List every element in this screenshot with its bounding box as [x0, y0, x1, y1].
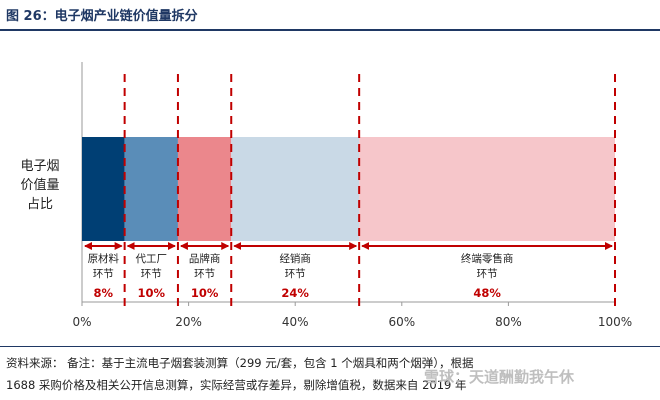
x-tick-label: 20% — [175, 315, 202, 329]
value-label-1: 8% — [94, 286, 114, 300]
value-label-3: 10% — [191, 286, 219, 300]
segment-label-2: 环节 — [141, 268, 162, 280]
figure-title: 图 26：电子烟产业链价值量拆分 — [6, 9, 198, 24]
bar-segment-2 — [124, 137, 178, 241]
segment-label-5: 环节 — [477, 268, 498, 280]
watermark-text: 雪球：天道酬勤我午休 — [424, 368, 575, 386]
x-tick-label: 60% — [388, 315, 415, 329]
segment-label-1: 环节 — [93, 268, 114, 280]
source-line-1: 资料来源： 备注：基于主流电子烟套装测算（299 元/套，包含 1 个烟具和两个… — [6, 356, 474, 370]
segment-label-3: 环节 — [194, 268, 215, 280]
x-tick-label: 0% — [72, 315, 91, 329]
x-tick-label: 80% — [495, 315, 522, 329]
title-rule — [0, 29, 660, 31]
bar-segment-4 — [231, 137, 360, 241]
segment-label-4: 环节 — [285, 268, 306, 280]
source-line-2: 1688 采购价格及相关公开信息测算，实际经营或存差异，剔除增值税，数据来自 2… — [6, 378, 467, 392]
value-label-5: 48% — [473, 286, 501, 300]
x-tick-label: 100% — [598, 315, 632, 329]
segment-label-3: 品牌商 — [189, 252, 221, 265]
bar-segment-3 — [177, 137, 232, 241]
category-label: 电子烟 — [20, 159, 59, 174]
segment-label-1: 原材料 — [88, 252, 120, 265]
bar-segment-5 — [359, 137, 615, 241]
footer-rule — [0, 346, 660, 347]
category-label: 占比 — [27, 197, 53, 212]
source-note: 资料来源： 备注：基于主流电子烟套装测算（299 元/套，包含 1 个烟具和两个… — [6, 352, 474, 396]
segment-label-5: 终端零售商 — [461, 252, 514, 265]
value-label-2: 10% — [138, 286, 166, 300]
value-label-4: 24% — [281, 286, 309, 300]
bar-segment-1 — [82, 137, 125, 241]
segment-label-2: 代工厂 — [136, 253, 168, 265]
x-tick-label: 40% — [282, 315, 309, 329]
segment-label-4: 经销商 — [279, 252, 311, 265]
category-label: 价值量 — [20, 177, 59, 193]
